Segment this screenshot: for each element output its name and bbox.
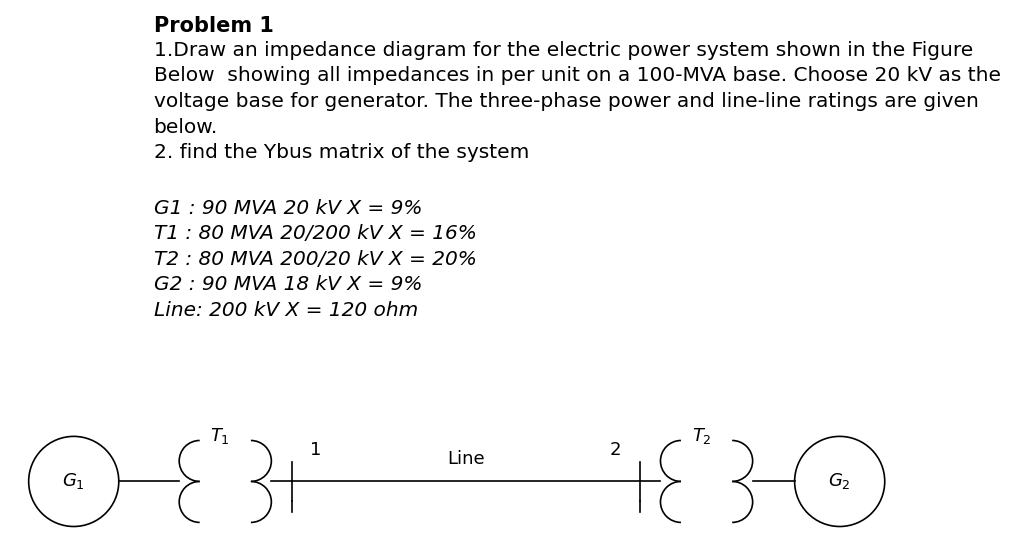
Text: voltage base for generator. The three-phase power and line-line ratings are give: voltage base for generator. The three-ph… <box>154 92 979 111</box>
Text: Line: 200 kV X = 120 ohm: Line: 200 kV X = 120 ohm <box>154 301 418 320</box>
Text: $T_2$: $T_2$ <box>691 426 712 446</box>
Text: Problem 1: Problem 1 <box>154 16 273 36</box>
Text: $G_1$: $G_1$ <box>62 472 85 491</box>
Text: Below  showing all impedances in per unit on a 100-MVA base. Choose 20 kV as the: Below showing all impedances in per unit… <box>154 66 1000 85</box>
Text: G2 : 90 MVA 18 kV X = 9%: G2 : 90 MVA 18 kV X = 9% <box>154 275 422 294</box>
Text: below.: below. <box>154 118 218 137</box>
Text: 2. find the Ybus matrix of the system: 2. find the Ybus matrix of the system <box>154 143 529 162</box>
Text: T1 : 80 MVA 20/200 kV X = 16%: T1 : 80 MVA 20/200 kV X = 16% <box>154 224 476 243</box>
Text: $G_2$: $G_2$ <box>828 472 851 491</box>
Text: $T_1$: $T_1$ <box>210 426 230 446</box>
Text: 1.Draw an impedance diagram for the electric power system shown in the Figure: 1.Draw an impedance diagram for the elec… <box>154 41 973 60</box>
Text: 1: 1 <box>310 441 322 459</box>
Text: Line: Line <box>447 450 484 468</box>
Text: T2 : 80 MVA 200/20 kV X = 20%: T2 : 80 MVA 200/20 kV X = 20% <box>154 250 476 269</box>
Text: G1 : 90 MVA 20 kV X = 9%: G1 : 90 MVA 20 kV X = 9% <box>154 199 422 218</box>
Text: 2: 2 <box>610 441 622 459</box>
